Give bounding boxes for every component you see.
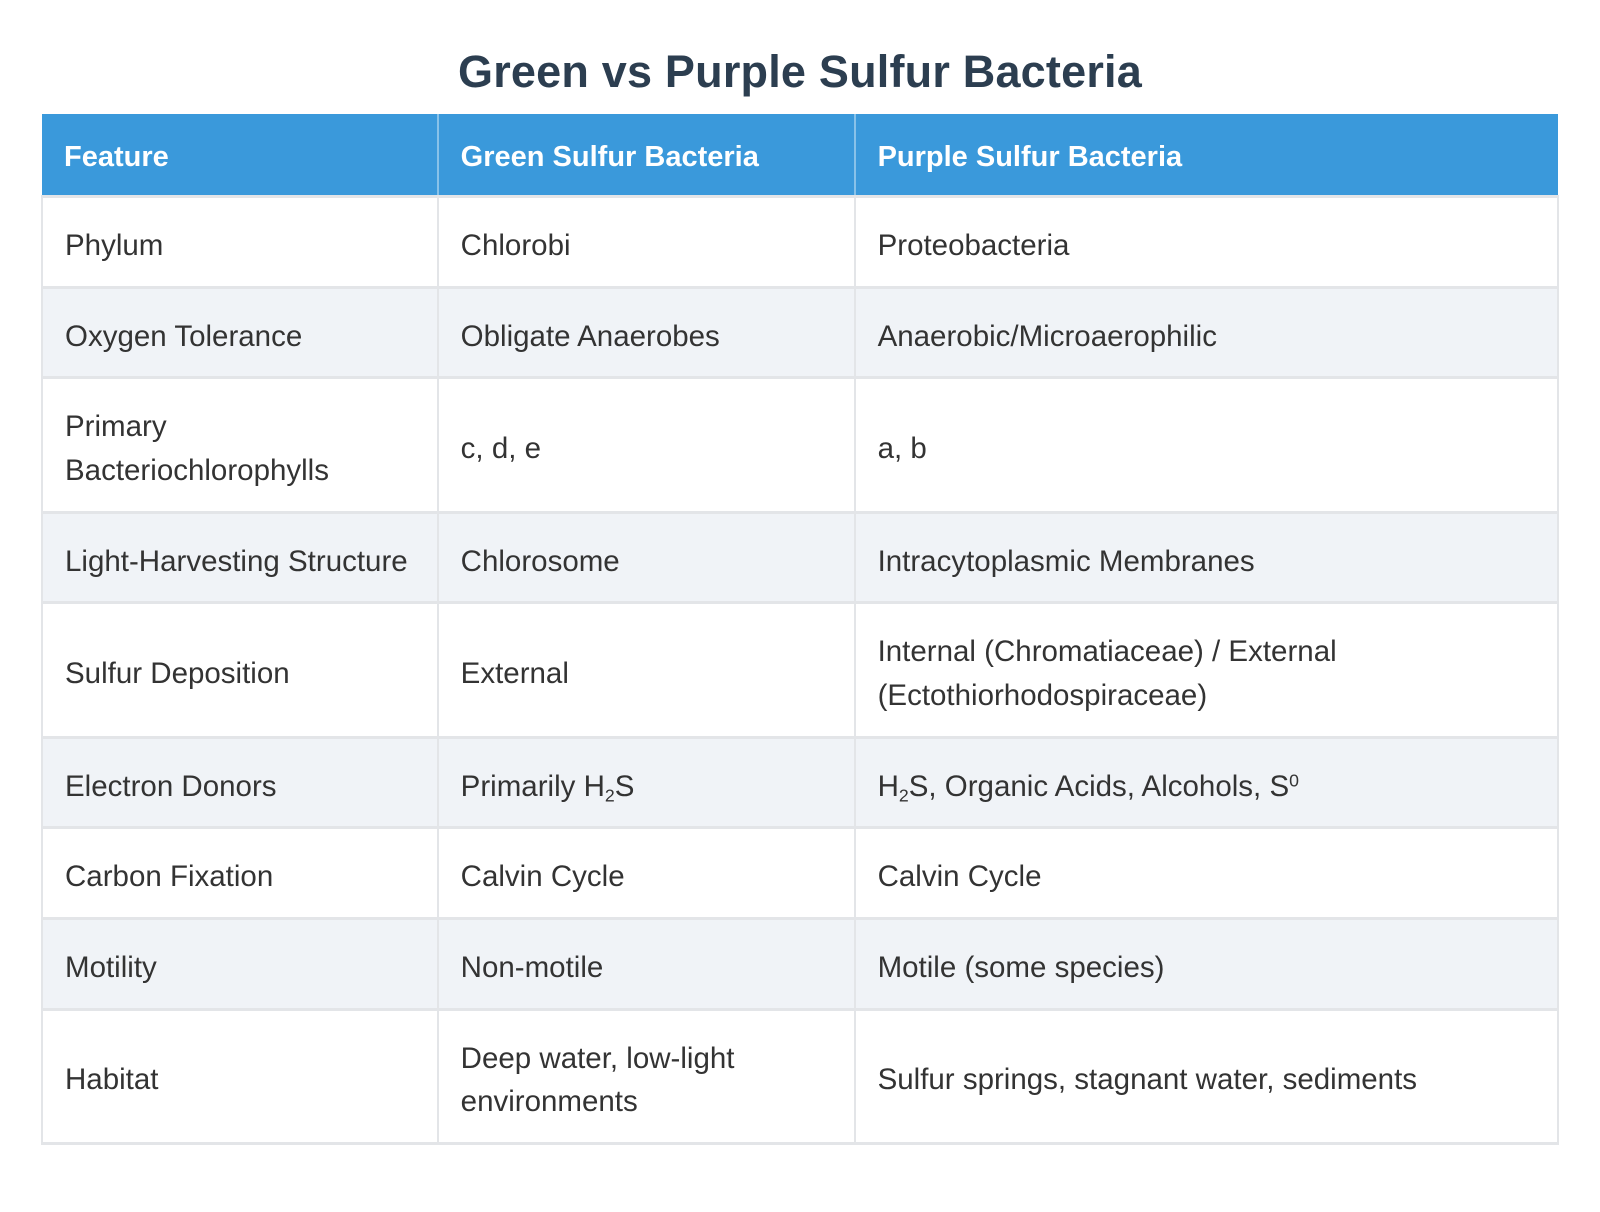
cell-purple: Internal (Chromatiaceae) / External (Ect…	[853, 601, 1560, 739]
table-body: Phylum Chlorobi Proteobacteria Oxygen Toler…	[41, 195, 1560, 1145]
cell-feature: Motility	[41, 916, 439, 1011]
cell-green: Non-motile	[436, 916, 856, 1011]
cell-feature: Oxygen Tolerance	[41, 285, 439, 380]
cell-green: Primarily H2S	[436, 735, 856, 830]
comparison-table: Feature Green Sulfur Bacteria Purple Sul…	[41, 114, 1560, 1145]
cell-text: Phylum	[65, 229, 164, 262]
cell-green: Calvin Cycle	[436, 826, 856, 920]
cell-green: c, d, e	[436, 376, 856, 514]
column-header-green-sulfur-bacteria: Green Sulfur Bacteria	[436, 114, 855, 197]
cell-text: Obligate Anaerobes	[460, 319, 720, 353]
cell-text: Sulfur springs, stagnant water, sediment…	[877, 1063, 1418, 1097]
table-row: Light-Harvesting Structure Chlorosome Intr…	[41, 510, 1560, 605]
cell-green: Obligate Anaerobes	[436, 285, 856, 380]
cell-text: Internal (Chromatiaceae) / External (Ect…	[877, 635, 1337, 712]
cell-text: Carbon Fixation	[65, 860, 274, 894]
cell-text: Intracytoplasmic Membranes	[877, 544, 1255, 578]
cell-purple: Sulfur springs, stagnant water, sediment…	[853, 1007, 1560, 1145]
cell-text: Motile (some species)	[877, 950, 1165, 984]
cell-text: External	[460, 657, 569, 691]
cell-feature: Carbon Fixation	[41, 826, 439, 920]
cell-text: Primary Bacteriochlorophylls	[65, 410, 329, 487]
cell-text: Habitat	[65, 1063, 159, 1097]
table-row: Sulfur Deposition External Internal (Chrom…	[41, 601, 1560, 739]
cell-purple: Calvin Cycle	[853, 826, 1560, 920]
cell-green: Chlorobi	[436, 195, 856, 289]
table-row: Electron Donors Primarily H2S H2S, Organic…	[41, 735, 1560, 830]
cell-feature: Phylum	[41, 195, 439, 289]
cell-text-sub: 2	[898, 784, 909, 805]
cell-text: Calvin Cycle	[877, 860, 1042, 894]
cell-text: Deep water, low-light environments	[460, 1041, 735, 1119]
cell-text: Proteobacteria	[877, 229, 1070, 262]
table-row: Motility Non-motile Motile (some species)	[41, 916, 1560, 1011]
cell-text: Chlorobi	[460, 229, 571, 262]
cell-feature: Sulfur Deposition	[41, 601, 439, 739]
table-row: Phylum Chlorobi Proteobacteria	[41, 195, 1560, 289]
cell-purple: Motile (some species)	[853, 916, 1560, 1011]
table-row: Oxygen Tolerance Obligate Anaerobes Anaero…	[41, 285, 1560, 380]
cell-text: Electron Donors	[65, 769, 277, 803]
cell-purple: Intracytoplasmic Membranes	[853, 510, 1560, 605]
cell-text: S	[614, 769, 635, 803]
cell-text: Chlorosome	[460, 544, 620, 578]
cell-text: c, d, e	[460, 432, 542, 466]
cell-feature: Electron Donors	[41, 735, 439, 830]
cell-purple: Proteobacteria	[853, 195, 1560, 289]
cell-purple: a, b	[853, 376, 1560, 514]
table-row: Carbon Fixation Calvin Cycle Calvin Cycle	[41, 826, 1560, 920]
table-row: Habitat Deep water, low-light environment…	[41, 1007, 1560, 1145]
cell-text: Primarily H	[460, 769, 605, 803]
table-row: Primary Bacteriochlorophylls c, d, e a, b	[41, 376, 1560, 514]
cell-green: Deep water, low-light environments	[436, 1007, 856, 1145]
column-header-purple-sulfur-bacteria: Purple Sulfur Bacteria	[853, 114, 1558, 197]
cell-text: Light-Harvesting Structure	[65, 544, 408, 578]
cell-text: Anaerobic/Microaerophilic	[877, 319, 1217, 353]
cell-purple: H2S, Organic Acids, Alcohols, S0	[853, 735, 1560, 830]
cell-text: Motility	[65, 950, 157, 984]
column-header-feature: Feature	[42, 114, 438, 197]
cell-feature: Habitat	[41, 1007, 439, 1145]
page-title: Green vs Purple Sulfur Bacteria	[458, 46, 1142, 97]
cell-purple: Anaerobic/Microaerophilic	[853, 285, 1560, 380]
cell-green: External	[436, 601, 856, 739]
cell-feature: Primary Bacteriochlorophylls	[41, 376, 439, 514]
cell-text: Non-motile	[460, 950, 604, 984]
cell-text: Calvin Cycle	[460, 860, 625, 894]
cell-green: Chlorosome	[436, 510, 856, 605]
cell-text-sup: 0	[1289, 769, 1299, 790]
cell-feature: Light-Harvesting Structure	[41, 510, 439, 605]
cell-text: H	[877, 769, 899, 803]
cell-text: a, b	[877, 432, 927, 466]
header-row: Feature Green Sulfur Bacteria Purple Sul…	[42, 114, 1558, 197]
cell-text: Oxygen Tolerance	[65, 319, 303, 353]
cell-text-sub: 2	[604, 784, 615, 805]
cell-text: Sulfur Deposition	[65, 657, 290, 691]
cell-text: S, Organic Acids, Alcohols, S	[908, 769, 1290, 803]
